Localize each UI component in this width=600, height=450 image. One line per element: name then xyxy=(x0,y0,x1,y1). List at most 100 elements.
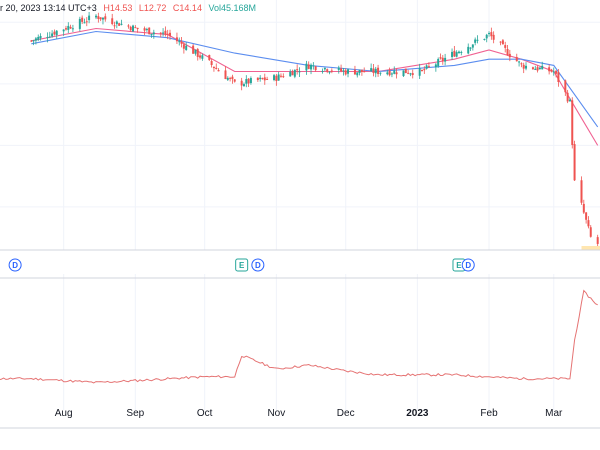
candle-up xyxy=(534,68,537,70)
dividend-marker[interactable]: D xyxy=(8,258,22,272)
candle-up xyxy=(226,77,229,80)
candle-up xyxy=(293,69,296,77)
candle-up xyxy=(393,70,396,74)
candle-up xyxy=(390,73,393,75)
candle-down xyxy=(508,53,511,58)
candle-up xyxy=(46,37,49,39)
candle-down xyxy=(143,28,146,31)
candle-up xyxy=(249,78,252,84)
candle-down xyxy=(104,16,107,20)
candle-up xyxy=(342,70,345,72)
candle-up xyxy=(34,38,37,41)
candle-up xyxy=(55,30,58,36)
candle-down xyxy=(129,26,132,31)
dividend-marker[interactable]: D xyxy=(461,258,475,272)
dividend-marker-shape xyxy=(251,258,265,272)
candle-up xyxy=(201,55,204,59)
candle-up xyxy=(101,17,104,20)
candle-up xyxy=(152,32,155,35)
x-axis-tick-label: Feb xyxy=(480,408,498,419)
candle-up xyxy=(568,99,571,102)
candle-down xyxy=(118,23,121,26)
candle-up xyxy=(474,39,477,43)
candle-down xyxy=(81,17,84,22)
dividend-marker-shape xyxy=(8,258,22,272)
lower-indicator-pane xyxy=(0,289,598,384)
candlestick-series xyxy=(30,11,599,249)
candle-down xyxy=(344,70,347,75)
candle-up xyxy=(150,33,153,35)
candle-up xyxy=(437,58,440,67)
candle-up xyxy=(32,40,35,42)
candle-up xyxy=(469,47,472,49)
candle-up xyxy=(471,44,474,48)
candle-down xyxy=(148,27,151,35)
candle-down xyxy=(423,69,426,71)
candle-down xyxy=(307,64,310,69)
candle-up xyxy=(418,68,421,76)
time-axis: Aug Sep Oct Nov Dec 2023 Feb Mar xyxy=(55,408,563,419)
marker-label: D xyxy=(255,261,261,270)
candle-up xyxy=(312,65,315,67)
candle-up xyxy=(402,70,405,77)
candle-up xyxy=(298,71,301,73)
candle-down xyxy=(263,77,266,81)
x-axis-tick-label: Sep xyxy=(126,408,144,419)
candle-up xyxy=(273,75,276,81)
candle-down xyxy=(256,77,259,81)
candle-up xyxy=(379,72,382,74)
candle-up xyxy=(347,69,350,74)
candle-up xyxy=(538,67,541,70)
candle-up xyxy=(525,65,528,69)
earnings-marker[interactable]: E xyxy=(235,258,249,272)
candle-down xyxy=(169,32,172,36)
candle-down xyxy=(441,57,444,61)
candle-down xyxy=(233,79,236,82)
candle-down xyxy=(453,50,456,57)
candle-down xyxy=(571,100,574,145)
candle-down xyxy=(261,78,264,80)
candle-down xyxy=(499,41,502,43)
candle-up xyxy=(37,36,40,40)
candle-down xyxy=(506,48,509,56)
candle-up xyxy=(67,25,70,30)
candle-down xyxy=(411,73,414,76)
candle-down xyxy=(180,41,183,44)
candle-down xyxy=(536,67,539,71)
candle-down xyxy=(439,57,442,59)
candle-down xyxy=(585,212,588,220)
marker-label: D xyxy=(465,261,471,270)
candle-down xyxy=(215,67,218,70)
candle-down xyxy=(557,72,560,82)
candle-up xyxy=(259,77,262,80)
candle-up xyxy=(518,61,521,63)
candle-down xyxy=(208,55,211,61)
candle-down xyxy=(340,68,343,72)
candle-down xyxy=(353,69,356,75)
candle-up xyxy=(194,49,197,54)
candle-down xyxy=(69,26,72,29)
marker-label: D xyxy=(12,261,18,270)
marker-label: E xyxy=(239,261,245,270)
candle-down xyxy=(330,70,333,72)
candle-down xyxy=(582,203,585,213)
candle-down xyxy=(113,25,116,27)
candle-up xyxy=(95,15,98,18)
candle-up xyxy=(425,65,428,69)
candle-up xyxy=(467,46,470,54)
candle-down xyxy=(326,69,329,72)
candle-down xyxy=(360,69,363,72)
candle-up xyxy=(305,63,308,71)
candle-down xyxy=(99,17,102,20)
candle-down xyxy=(199,55,202,58)
dividend-marker[interactable]: D xyxy=(251,258,265,272)
candle-up xyxy=(242,84,245,87)
x-axis-tick-label: Aug xyxy=(55,408,73,419)
candle-up xyxy=(483,38,486,40)
moving-average-fast-line xyxy=(31,27,599,146)
marker-label: E xyxy=(456,261,462,270)
candle-down xyxy=(492,34,495,40)
candle-up xyxy=(460,51,463,53)
